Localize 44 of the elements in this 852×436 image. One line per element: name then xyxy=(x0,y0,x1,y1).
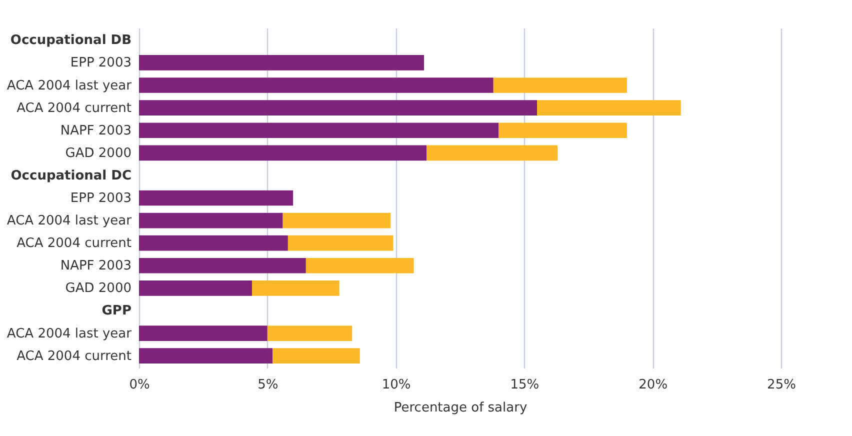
bar xyxy=(139,326,268,341)
y-tick-label: ACA 2004 current xyxy=(16,100,132,116)
x-tick-label: 5% xyxy=(258,378,278,392)
y-tick-label: ACA 2004 last year xyxy=(6,214,132,229)
bar xyxy=(288,235,394,251)
bar xyxy=(139,145,427,161)
x-tick-label: 10% xyxy=(382,378,411,392)
bar xyxy=(306,258,414,274)
x-tick-label: 0% xyxy=(129,378,150,392)
bar xyxy=(139,258,306,274)
y-tick-label: NAPF 2003 xyxy=(60,123,132,138)
bar xyxy=(493,78,627,93)
bar xyxy=(139,100,538,116)
x-axis-title: Percentage of salary xyxy=(394,400,528,416)
x-tick-label: 25% xyxy=(767,378,796,392)
bar xyxy=(498,122,627,138)
bar xyxy=(139,55,424,70)
bar xyxy=(426,145,558,161)
bar xyxy=(139,348,273,364)
bar xyxy=(139,212,283,228)
y-tick-label: EPP 2003 xyxy=(70,56,132,71)
bar xyxy=(139,235,288,251)
y-tick-label: ACA 2004 current xyxy=(16,236,132,252)
x-tick-label: 20% xyxy=(638,378,668,392)
y-tick-label: Occupational DC xyxy=(10,168,132,184)
bar xyxy=(139,122,499,138)
bar xyxy=(272,348,360,364)
x-tick-label: 15% xyxy=(510,378,540,392)
bar xyxy=(537,100,681,116)
y-tick-label: NAPF 2003 xyxy=(60,258,132,274)
bar xyxy=(139,78,494,93)
y-tick-label: GAD 2000 xyxy=(65,281,132,296)
y-tick-label: GAD 2000 xyxy=(65,146,132,161)
bar xyxy=(252,280,340,296)
bar xyxy=(282,212,391,228)
y-tick-label: ACA 2004 current xyxy=(16,348,132,364)
y-tick-label: EPP 2003 xyxy=(70,191,132,206)
y-tick-label: ACA 2004 last year xyxy=(6,326,132,342)
bar xyxy=(139,190,294,206)
y-tick-label: Occupational DB xyxy=(10,33,132,48)
y-tick-label: GPP xyxy=(102,304,132,319)
bar xyxy=(267,326,352,341)
y-tick-label: ACA 2004 last year xyxy=(6,78,132,94)
bar xyxy=(139,280,252,296)
